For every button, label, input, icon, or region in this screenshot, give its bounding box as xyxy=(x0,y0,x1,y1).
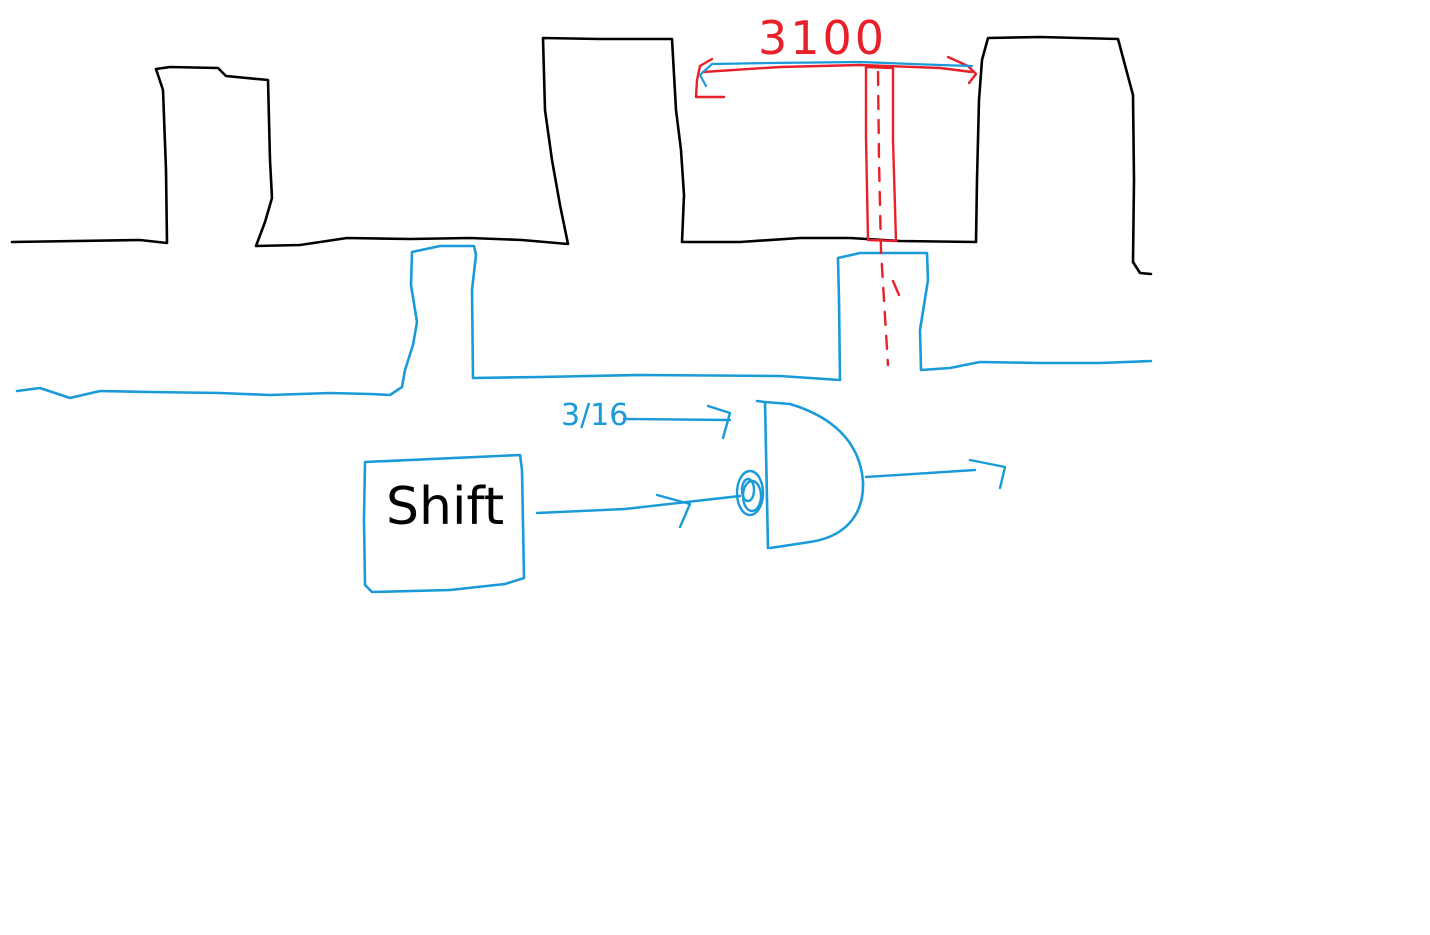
phase-arrow-shaft xyxy=(622,417,732,422)
shift-output-arrow-shaft xyxy=(535,494,742,515)
black-clock-waveform xyxy=(10,35,1153,276)
shift-output-arrow xyxy=(535,493,742,529)
and-gate-icon xyxy=(755,399,865,550)
gate-output-arrow-shaft xyxy=(864,468,977,479)
blue-period-bracket xyxy=(698,60,974,88)
gate-output-arrow-head xyxy=(968,458,1007,490)
shift-box-label: Shift xyxy=(386,477,504,537)
phase-marker-tick xyxy=(891,279,901,297)
period-right-arrowhead xyxy=(946,55,978,85)
period-left-arrowhead xyxy=(694,57,726,99)
blue-shifted-waveform xyxy=(15,244,1153,400)
period-dimension-line xyxy=(701,63,974,74)
phase-marker-bar xyxy=(864,64,898,243)
shift-output-arrow-head xyxy=(655,493,692,529)
phase-arrow xyxy=(622,404,732,440)
period-label: 3100 xyxy=(758,11,887,65)
phase-marker-dashed-line xyxy=(876,70,890,367)
phase-label: 3/16 xyxy=(561,398,628,433)
inverter-bubble-icon xyxy=(735,469,765,517)
shift-box xyxy=(362,453,526,594)
phase-arrow-head xyxy=(706,404,732,440)
gate-output-arrow xyxy=(864,458,1007,490)
period-annotation xyxy=(694,55,978,367)
